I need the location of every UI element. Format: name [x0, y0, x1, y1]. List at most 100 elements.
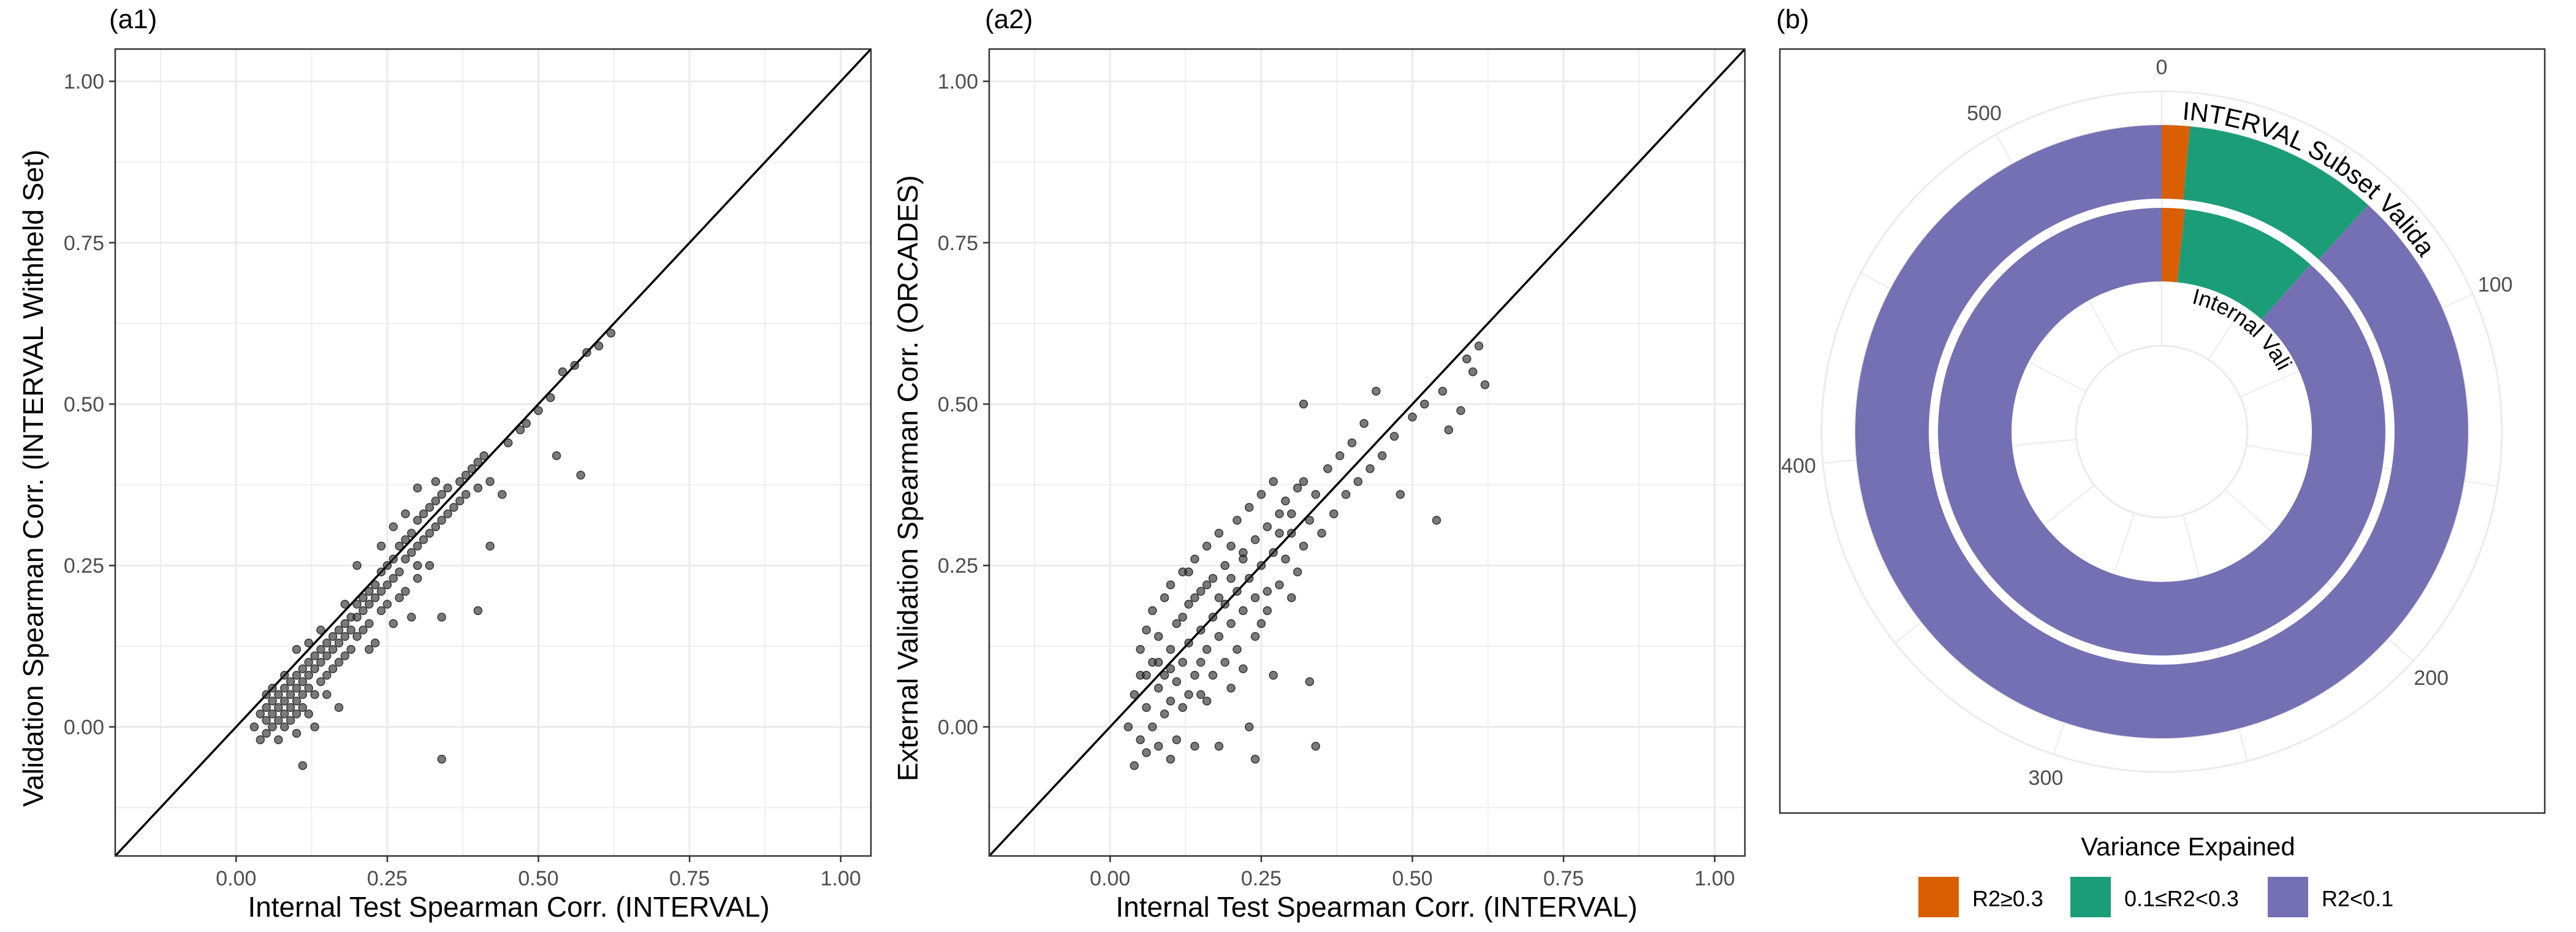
data-point	[1160, 670, 1169, 680]
y-tick-label: 0.50	[64, 393, 104, 416]
data-point	[304, 709, 313, 719]
data-point	[1299, 477, 1309, 486]
data-point	[322, 690, 332, 700]
data-point	[1250, 535, 1260, 544]
data-point	[340, 632, 350, 641]
data-point	[304, 638, 313, 647]
data-point	[304, 670, 313, 680]
data-point	[461, 470, 471, 480]
data-point	[570, 361, 579, 370]
data-point	[1239, 606, 1248, 616]
data-point	[1214, 593, 1224, 603]
data-point	[376, 587, 386, 596]
x-tick-label: 0.00	[1090, 867, 1130, 890]
identity-line	[115, 49, 871, 856]
data-point	[425, 503, 435, 512]
y-tick-label: 1.00	[938, 71, 978, 94]
data-point	[262, 716, 271, 725]
data-point	[1190, 741, 1199, 751]
data-point	[1153, 632, 1163, 641]
data-point	[1372, 386, 1381, 396]
data-point	[1172, 619, 1182, 628]
x-tick-label: 0.50	[1392, 867, 1432, 890]
data-point	[316, 657, 325, 667]
data-point	[352, 560, 362, 570]
data-point	[1233, 644, 1242, 654]
data-point	[1166, 644, 1176, 654]
data-point	[376, 606, 386, 616]
donut-segment	[2177, 208, 2311, 320]
data-point	[412, 574, 422, 583]
data-point	[1438, 386, 1448, 396]
scatter-panel-a2: (a2) 0.00 0.00 0.25 0.25 0.50 0.50 0.75 0.75 1.0…	[892, 4, 1746, 923]
data-point	[1123, 722, 1133, 731]
data-point	[365, 644, 374, 654]
data-point	[1136, 644, 1145, 654]
data-point	[1239, 664, 1248, 673]
x-tick-label: 1.00	[821, 867, 861, 890]
data-point	[359, 593, 368, 603]
data-point	[304, 657, 313, 667]
identity-line	[989, 49, 1745, 856]
x-tick-label: 0.75	[669, 867, 710, 890]
data-point	[359, 606, 368, 616]
data-point	[389, 522, 398, 532]
data-point	[1202, 580, 1212, 590]
data-point	[552, 451, 561, 460]
legend-label-high: R2≥0.3	[1972, 886, 2043, 911]
data-point	[274, 735, 283, 744]
data-point	[370, 638, 380, 647]
data-point	[1299, 399, 1309, 409]
data-point	[1269, 477, 1278, 486]
data-point	[1286, 529, 1296, 538]
data-point	[407, 548, 416, 557]
data-point	[1305, 677, 1315, 686]
data-point	[274, 716, 283, 725]
data-point	[359, 625, 368, 635]
data-point	[431, 522, 441, 532]
data-point	[455, 477, 465, 486]
data-point	[1160, 709, 1169, 719]
data-point	[256, 735, 265, 744]
data-point	[437, 754, 446, 764]
legend: Variance Expained R2≥0.3 0.1≤R2<0.3 R2<0…	[1918, 832, 2393, 917]
data-point	[1136, 735, 1145, 744]
data-point	[1166, 697, 1176, 706]
data-point	[407, 529, 416, 538]
data-point	[382, 580, 392, 590]
data-point	[298, 761, 308, 770]
data-point	[395, 567, 404, 577]
data-point	[1142, 703, 1151, 712]
data-point	[1184, 600, 1193, 609]
data-point	[1196, 625, 1206, 635]
data-point	[401, 587, 410, 596]
data-point	[286, 677, 295, 686]
data-point	[485, 477, 495, 486]
data-point	[334, 625, 344, 635]
data-point	[479, 451, 488, 460]
data-point	[1353, 477, 1362, 486]
theta-tick-label: 300	[2029, 766, 2064, 790]
data-point	[461, 490, 471, 499]
data-point	[1233, 516, 1242, 525]
data-point	[1468, 367, 1478, 376]
data-point	[443, 509, 452, 519]
panel-label-b: (b)	[1776, 4, 1809, 34]
data-point	[1196, 690, 1206, 700]
data-point	[1293, 483, 1302, 493]
x-tick-label: 0.75	[1543, 867, 1584, 890]
data-point	[334, 638, 344, 647]
legend-swatch-low	[2268, 877, 2308, 917]
data-point	[365, 587, 374, 596]
data-point	[1275, 509, 1284, 519]
data-point	[262, 690, 271, 700]
data-point	[1208, 670, 1218, 680]
data-point	[582, 348, 591, 357]
data-point	[1142, 748, 1151, 757]
data-point	[334, 703, 344, 712]
data-point	[304, 684, 313, 693]
data-point	[412, 516, 422, 525]
data-point	[1226, 684, 1236, 693]
y-tick-label: 0.50	[938, 393, 978, 416]
